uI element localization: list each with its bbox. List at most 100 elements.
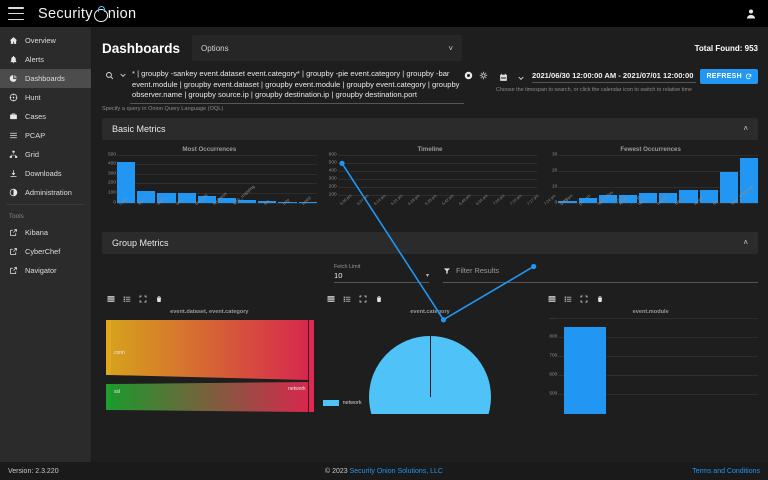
grid-line: [558, 154, 759, 156]
bar[interactable]: [117, 161, 136, 203]
pie-chart[interactable]: [369, 335, 491, 414]
refresh-icon: [745, 73, 752, 80]
panel-title: Basic Metrics: [112, 123, 166, 134]
timespan-input[interactable]: 2021/06/30 12:00:00 AM - 2021/07/01 12:0…: [532, 70, 697, 83]
grid-line: [117, 192, 317, 194]
bar[interactable]: [659, 192, 678, 203]
refresh-button[interactable]: REFRESH: [700, 69, 758, 84]
bar[interactable]: [598, 194, 617, 203]
pie-legend: network: [322, 399, 362, 406]
query-text: * | groupby -sankey event.dataset event.…: [132, 69, 460, 99]
bar[interactable]: [618, 194, 638, 203]
sidebar-item-cyberchef[interactable]: CyberChef: [0, 242, 91, 261]
clear-circle-icon[interactable]: [464, 71, 473, 80]
table-icon[interactable]: [327, 295, 336, 304]
bar[interactable]: [157, 193, 176, 203]
bar[interactable]: [564, 327, 607, 414]
bar[interactable]: [238, 199, 257, 203]
bar[interactable]: [558, 200, 577, 203]
timeline-point[interactable]: [530, 263, 536, 269]
bar[interactable]: [719, 172, 738, 203]
bar[interactable]: [639, 192, 658, 203]
timeline-point[interactable]: [339, 160, 345, 166]
filter-results-group[interactable]: Filter Results: [443, 262, 758, 283]
grid-line: [117, 173, 317, 175]
fetch-limit-label: Fetch Limit: [334, 263, 361, 270]
options-dropdown[interactable]: Options ˅: [192, 35, 463, 61]
sidebar-item-hunt[interactable]: Hunt: [0, 88, 91, 107]
chevron-up-icon[interactable]: ˄: [743, 124, 748, 133]
expand-icon[interactable]: [138, 295, 147, 304]
bar[interactable]: [197, 196, 216, 203]
query-input[interactable]: * | groupby -sankey event.dataset event.…: [130, 69, 464, 104]
trash-icon[interactable]: [375, 295, 384, 304]
sidebar-item-administration[interactable]: Administration: [0, 183, 91, 202]
bar[interactable]: [739, 157, 759, 203]
timespan-row: 2021/06/30 12:00:00 AM - 2021/07/01 12:0…: [496, 69, 758, 84]
dashboard-scroll-area[interactable]: Basic Metrics ˄ Most Occurrences 0 100 200…: [92, 112, 768, 463]
y-tick-label: 600: [549, 372, 558, 378]
timespan-value: 2021/06/30 12:00:00 AM - 2021/07/01 12:0…: [532, 70, 694, 80]
gm-chart-title: event.dataset, event.category: [170, 308, 249, 315]
filter-results-placeholder: Filter Results: [456, 266, 500, 275]
sankey-node-conn: [106, 319, 111, 375]
hamburger-icon[interactable]: [8, 7, 24, 20]
terms-link[interactable]: Terms and Conditions: [692, 467, 760, 475]
expand-icon[interactable]: [579, 295, 588, 304]
query-history-chevron-icon[interactable]: [116, 69, 130, 79]
chevron-up-icon[interactable]: ˄: [743, 238, 748, 247]
chart-title: Timeline: [417, 145, 443, 153]
list-icon[interactable]: [343, 295, 352, 304]
bar[interactable]: [258, 200, 277, 203]
table-icon[interactable]: [547, 295, 556, 304]
bar[interactable]: [298, 201, 317, 203]
list-icon[interactable]: [563, 295, 572, 304]
grid-lines: [117, 154, 317, 204]
sidebar-item-pcap[interactable]: PCAP: [0, 126, 91, 145]
sidebar-item-alerts[interactable]: Alerts: [0, 50, 91, 69]
sidebar-item-cases[interactable]: Cases: [0, 107, 91, 126]
sidebar-item-downloads[interactable]: Downloads: [0, 164, 91, 183]
fetch-limit-group: Fetch Limit 10 ▾: [334, 264, 429, 283]
bar[interactable]: [699, 189, 718, 203]
grid-line: [337, 178, 538, 180]
bar[interactable]: [177, 193, 196, 203]
trash-icon[interactable]: [595, 295, 604, 304]
plot-area: 100 200 300 400 500 600 6:00 pm 6:07 pm 6:14 pm…: [323, 152, 642, 322]
search-icon[interactable]: [102, 69, 116, 80]
bar[interactable]: [217, 198, 237, 203]
y-axis: 0 100 200 300 400 500: [102, 152, 117, 205]
sidebar-item-grid[interactable]: Grid: [0, 145, 91, 164]
timeline-point[interactable]: [440, 316, 446, 322]
list-icon[interactable]: [122, 295, 131, 304]
group-metrics-header[interactable]: Group Metrics ˄: [102, 231, 758, 254]
sidebar-item-overview[interactable]: Overview: [0, 31, 91, 50]
grid-line: [337, 162, 538, 164]
user-icon[interactable]: [742, 5, 760, 23]
bar[interactable]: [578, 197, 597, 203]
copyright-prefix: © 2023: [324, 467, 350, 475]
sidebar-label: PCAP: [25, 131, 46, 140]
grid-nodes-icon: [9, 150, 22, 159]
trash-icon[interactable]: [154, 295, 163, 304]
module-bar-plot: 500 600 700 800 900: [543, 317, 759, 414]
sidebar-item-navigator[interactable]: Navigator: [0, 261, 91, 280]
bar[interactable]: [679, 189, 698, 203]
calendar-icon[interactable]: [496, 71, 510, 82]
copyright-link[interactable]: Security Onion Solutions, LLC: [349, 467, 443, 475]
fetch-limit-select[interactable]: 10 ▾: [334, 271, 429, 283]
filter-icon: [443, 262, 451, 280]
timespan-chevron-icon[interactable]: [514, 72, 528, 82]
bar[interactable]: [278, 201, 297, 203]
bar[interactable]: [137, 190, 156, 203]
sidebar-item-dashboards[interactable]: Dashboards: [0, 69, 91, 88]
sidebar-item-kibana[interactable]: Kibana: [0, 223, 91, 242]
basic-metrics-header[interactable]: Basic Metrics ˄: [102, 117, 758, 140]
settings-circle-icon[interactable]: [479, 71, 488, 80]
grid-lines: [558, 317, 759, 414]
sankey-node-ssl: [106, 383, 111, 410]
table-icon[interactable]: [106, 295, 115, 304]
expand-icon[interactable]: [359, 295, 368, 304]
query-left: * | groupby -sankey event.dataset event.…: [102, 69, 488, 104]
